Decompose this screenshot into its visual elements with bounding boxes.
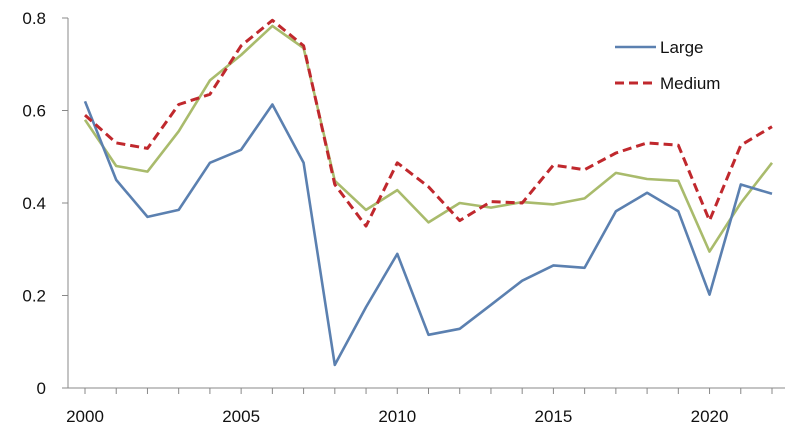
y-tick-label: 0 [37, 379, 46, 398]
x-tick-label: 2005 [222, 407, 260, 426]
series-line-medium [84, 18, 773, 228]
chart-legend: Large Medium [615, 38, 720, 93]
x-tick-label: 2020 [691, 407, 729, 426]
chart-axes: 0 0.2 0.4 0.6 0.8 2000 2005 2010 2015 2020 [22, 9, 785, 426]
x-tick-label: 2000 [66, 407, 104, 426]
y-tick-label: 0.2 [22, 287, 46, 306]
chart-series-group [83, 18, 774, 367]
x-tick-label: 2010 [378, 407, 416, 426]
x-tick-label: 2015 [534, 407, 572, 426]
legend-label-medium: Medium [660, 74, 720, 93]
y-tick-label: 0.4 [22, 194, 46, 213]
y-tick-label: 0.8 [22, 9, 46, 28]
legend-label-large: Large [660, 38, 703, 57]
series-line-series-3 [83, 24, 774, 253]
series-line-large [83, 100, 773, 367]
y-tick-label: 0.6 [22, 102, 46, 121]
